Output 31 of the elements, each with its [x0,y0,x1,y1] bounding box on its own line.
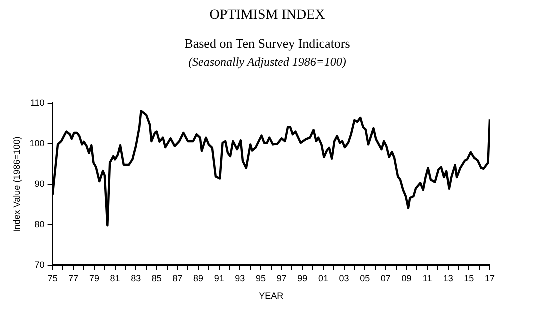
x-tick-label: 91 [214,273,224,284]
x-tick-label: 17 [484,273,496,284]
y-tick-label: 90 [34,178,45,189]
y-tick-label: 110 [30,98,45,108]
x-tick-label: 03 [339,273,350,284]
x-tick-label: 05 [360,273,370,284]
x-tick-label: 15 [464,273,474,284]
x-tick-label: 77 [68,273,79,284]
x-tick-label: 81 [110,273,120,284]
x-tick-label: 89 [194,273,204,284]
chart-subtitle: Based on Ten Survey Indicators (Seasonally Adjusted 1986=100) [184,36,352,70]
y-tick-label: 70 [34,260,45,270]
x-tick-label: 09 [402,273,412,284]
x-tick-label: 97 [276,273,287,284]
x-tick-label: 01 [318,273,328,284]
x-tick-label: 07 [380,273,391,284]
x-tick-label: 87 [172,273,183,284]
x-tick-label: 93 [235,273,246,284]
x-tick-label: 11 [422,273,432,284]
x-axis-title: YEAR [259,291,284,302]
x-tick-label: 79 [89,273,100,284]
y-tick-label: 100 [30,138,45,148]
x-tick-label: 85 [152,273,162,284]
y-tick-label: 80 [34,219,45,230]
x-tick-label: 99 [298,273,308,284]
y-axis-title: Index Value (1986=100) [12,136,22,232]
chart-title: OPTIMISM INDEX [208,7,326,24]
x-tick-label: 83 [131,273,142,284]
x-tick-label: 95 [256,273,266,284]
x-tick-label: 13 [443,273,454,284]
x-tick-label: 75 [48,273,58,284]
